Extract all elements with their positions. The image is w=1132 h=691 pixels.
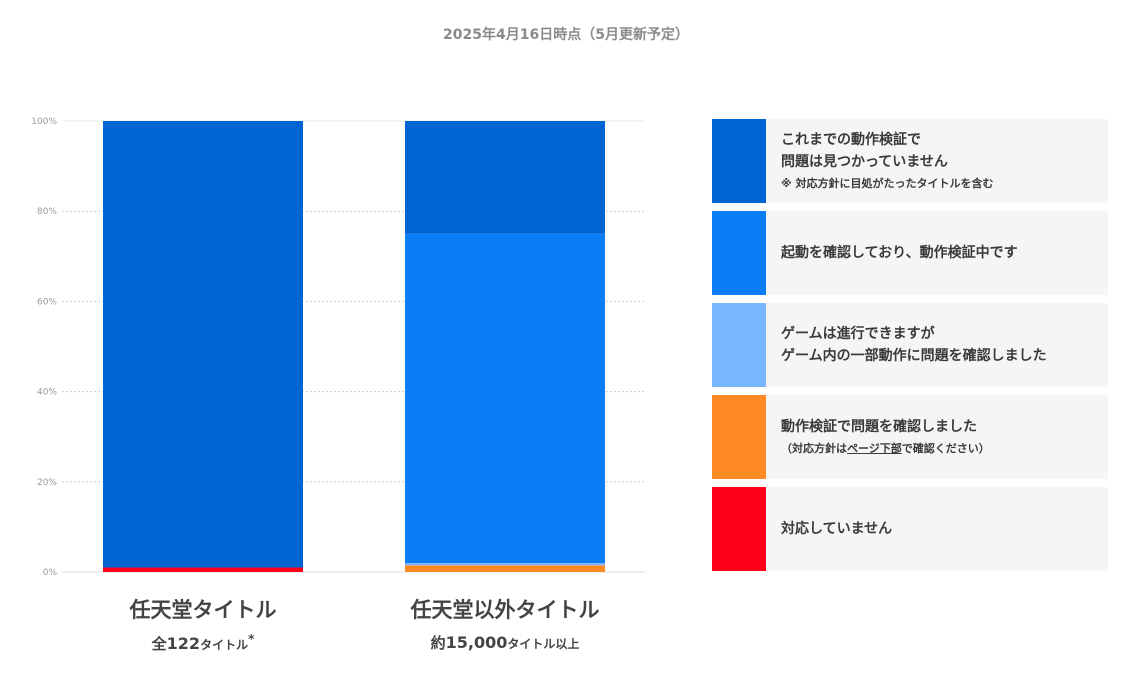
y-tick-label: 40% — [37, 388, 57, 398]
legend-item-issue: 動作検証で問題を確認しました （対応方針はページ下部で確認ください） — [712, 395, 1108, 479]
category-label-third-party: 任天堂以外タイトル 約15,000タイトル以上 — [355, 594, 655, 653]
category-title: 任天堂以外タイトル — [410, 598, 600, 622]
count-suffix: タイトル以上 — [507, 637, 580, 651]
category-count: 約15,000タイトル以上 — [355, 632, 655, 653]
bar-segment-verified — [405, 121, 605, 234]
count-prefix: 約 — [430, 634, 446, 652]
bar-segment-partial — [405, 562, 605, 566]
stacked-bar-chart: 0% 20% 40% 60% 80% 100% — [31, 117, 645, 578]
legend-swatch-confirming — [712, 211, 766, 295]
legend-note: （対応方針はページ下部で確認ください） — [781, 440, 1098, 458]
legend-note-text: （対応方針は — [781, 442, 847, 455]
legend-label-line: 対応していません — [781, 521, 893, 537]
category-label-nintendo: 任天堂タイトル 全122タイトル* — [53, 594, 353, 654]
y-tick-label: 80% — [37, 207, 57, 217]
count-number: 15,000 — [445, 633, 508, 652]
bar-segment-unsupported — [103, 567, 303, 572]
legend-label-line: ゲームは進行できますが — [781, 326, 935, 342]
legend-label-line: 起動を確認しており、動作検証中です — [781, 245, 1018, 261]
bar-segment-confirming — [405, 233, 605, 563]
legend-label-line: 動作検証で問題を確認しました — [781, 419, 977, 435]
count-number: 122 — [166, 634, 201, 653]
count-footnote-mark: * — [248, 632, 255, 646]
legend-swatch-partial — [712, 303, 766, 387]
legend-item-confirming: 起動を確認しており、動作検証中です — [712, 211, 1108, 295]
category-count: 全122タイトル* — [53, 632, 353, 654]
bar-segment-verified — [103, 121, 303, 568]
legend-label-line: 問題は見つかっていません — [781, 154, 948, 170]
chart-subtitle: 2025年4月16日時点（5月更新予定） — [443, 27, 689, 43]
bar-segment-issue — [405, 565, 605, 572]
legend-label-line: ゲーム内の一部動作に問題を確認しました — [781, 348, 1047, 364]
legend-note-text: で確認ください） — [901, 442, 990, 455]
legend-swatch-verified — [712, 119, 766, 203]
y-tick-label: 100% — [31, 117, 57, 127]
page-bottom-link[interactable]: ページ下部 — [847, 442, 902, 455]
y-tick-label: 0% — [43, 568, 58, 578]
category-title: 任天堂タイトル — [129, 598, 277, 622]
legend-item-unsupported: 対応していません — [712, 487, 1108, 571]
count-suffix: タイトル — [200, 638, 249, 652]
legend-note: ※ 対応方針に目処がたったタイトルを含む — [781, 177, 994, 190]
legend-swatch-issue — [712, 395, 766, 479]
count-prefix: 全 — [151, 635, 167, 653]
y-tick-label: 20% — [37, 478, 57, 488]
legend-item-partial: ゲームは進行できますが ゲーム内の一部動作に問題を確認しました — [712, 303, 1108, 387]
legend-swatch-unsupported — [712, 487, 766, 571]
y-tick-label: 60% — [37, 297, 57, 307]
legend-item-verified: これまでの動作検証で 問題は見つかっていません ※ 対応方針に目処がたったタイト… — [712, 119, 1108, 203]
legend-label-line: これまでの動作検証で — [781, 132, 921, 148]
